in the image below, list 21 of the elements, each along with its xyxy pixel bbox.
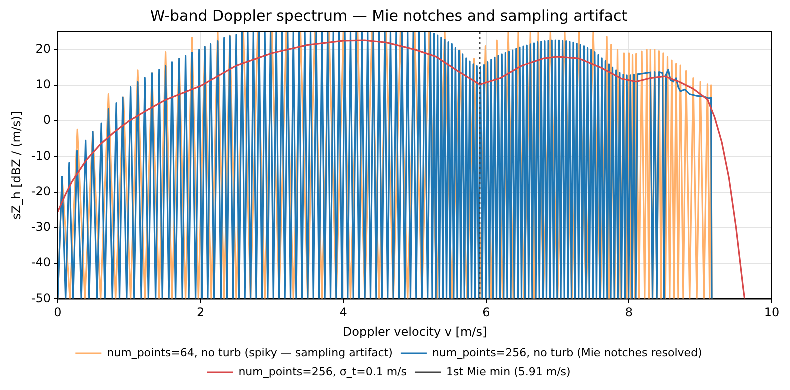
legend-label: 1st Mie min (5.91 m/s) [446,365,571,378]
y-tick-label: 20 [36,42,51,56]
x-axis-title: Doppler velocity v [m/s] [342,324,488,339]
y-tick-label: -50 [31,291,51,306]
legend-label: num_points=256, no turb (Mie notches resolved) [432,346,702,360]
y-tick-label: -10 [31,148,51,163]
legend-label: num_points=256, σ_t=0.1 m/s [238,365,408,378]
x-tick-label: 10 [764,306,780,320]
y-axis-title: sZ_h [dBZ / (m/s)] [9,111,24,220]
x-tick-label: 8 [625,306,634,320]
chart-title: W-band Doppler spectrum — Mie notches and sampling artifact [150,6,628,25]
y-tick-label: 0 [43,113,51,128]
y-tick-label: 10 [36,78,51,92]
legend-label: num_points=64, no turb (spiky — sampling artifact) [107,346,393,360]
y-tick-label: -30 [31,220,51,234]
y-tick-label: -20 [31,184,51,198]
x-tick-label: 6 [482,306,490,320]
y-tick-label: -40 [31,256,51,270]
x-tick-label: 4 [340,306,348,320]
x-tick-label: 0 [54,306,62,320]
x-tick-label: 2 [196,306,205,320]
